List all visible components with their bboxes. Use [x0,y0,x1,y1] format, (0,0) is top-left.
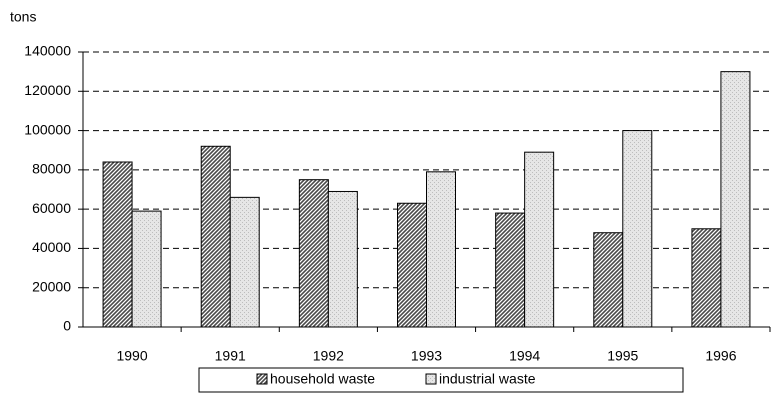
legend-swatch [425,373,437,385]
bar [102,161,133,328]
bar [131,210,162,328]
y-tick-label: 80000 [32,161,71,177]
legend-label: household waste [270,371,375,387]
bar [593,232,624,328]
bar [397,202,427,328]
bar [200,145,231,328]
x-tick-label: 1996 [705,348,736,364]
legend-label: industrial waste [439,371,536,387]
bar [691,228,722,328]
y-tick-label: 60000 [32,200,71,216]
bar [622,130,653,328]
bar [720,71,751,328]
legend: household waste industrial waste [198,367,684,393]
x-tick-label: 1991 [215,348,246,364]
legend-box [198,367,684,393]
bar [524,151,555,328]
x-tick-label: 1995 [607,348,638,364]
bar [495,212,526,328]
y-axis-label: tons [10,9,36,25]
bar [426,171,456,328]
y-tick-label: 100000 [24,121,71,137]
x-tick-label: 1994 [509,348,540,364]
bar [327,190,358,328]
bar [298,179,329,328]
x-tick-label: 1990 [116,348,147,364]
bar [229,196,260,328]
legend-swatch [256,373,268,385]
x-tick-label: 1992 [313,348,344,364]
y-tick-label: 40000 [32,239,71,255]
y-tick-label: 0 [63,318,71,334]
x-tick-label: 1993 [411,348,442,364]
y-tick-label: 20000 [32,278,71,294]
y-tick-label: 120000 [24,82,71,98]
y-tick-label: 140000 [24,43,71,59]
